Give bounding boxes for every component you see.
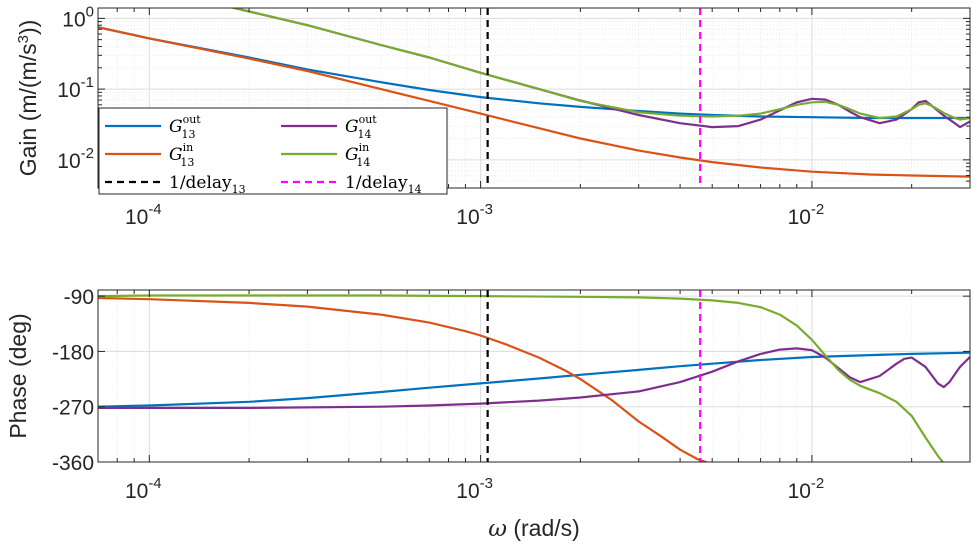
legend-label-G14_in: Gin 14 <box>345 141 370 169</box>
gain-y-label-text: Gain (m/(m/s <box>15 43 41 176</box>
legend-label-G13_in: Gin 13 <box>169 141 194 169</box>
phase-line-G13_in <box>98 296 710 462</box>
phase-line-G14_in <box>98 294 945 462</box>
gain-line-G13_out <box>98 26 970 120</box>
gain-xtick-label: 10-4 <box>125 201 162 229</box>
gain-xtick-label: 10-3 <box>456 201 493 229</box>
phase-ticks: 10-4 10-3 10-2 -90 -180 -270 -360 <box>52 286 971 503</box>
legend-label-delay14: 1/delay14 <box>345 173 422 196</box>
phase-x-label-units: (rad/s) <box>507 515 580 541</box>
legend: Gout 13 Gout 14 Gin 13 Gin 14 1/delay13 1/delay14 <box>98 107 448 196</box>
gain-y-label-sup: 3 <box>15 35 32 43</box>
gain-y-label-close: )) <box>15 20 41 35</box>
gain-axes-box <box>97 7 971 189</box>
phase-ytick-label: -90 <box>64 286 94 309</box>
phase-series <box>98 290 970 462</box>
gain-line-G14_in <box>229 8 970 121</box>
phase-panel: 10-4 10-3 10-2-90-180-270-360 Phase (deg) … <box>5 286 971 542</box>
phase-ytick-label: -180 <box>52 341 94 364</box>
phase-xtick-label: 10-2 <box>788 475 825 503</box>
phase-axes-box <box>97 289 971 463</box>
phase-x-label: ω (rad/s) <box>488 515 580 542</box>
phase-x-label-symbol: ω <box>488 516 507 542</box>
gain-series <box>98 8 970 188</box>
phase-ytick-label: -270 <box>52 397 94 420</box>
gain-xtick-label: 10-2 <box>788 201 825 229</box>
phase-xtick-label: 10-3 <box>456 475 493 503</box>
legend-label-delay13: 1/delay13 <box>169 173 246 196</box>
legend-label-G14_out: Gout 14 <box>345 113 377 141</box>
phase-line-G14_out <box>98 347 970 409</box>
gain-grid <box>97 8 971 189</box>
phase-xtick-label: 10-4 <box>125 475 162 503</box>
phase-plot-area <box>98 290 970 462</box>
phase-ytick-label: -360 <box>52 452 94 475</box>
gain-ytick-label: 10-2 <box>57 145 94 173</box>
phase-y-label: Phase (deg) <box>5 313 31 438</box>
gain-ticks: 10-4 10-3 10-2 10-2 10-1 100 <box>57 3 971 229</box>
gain-line-G13_in <box>98 26 970 178</box>
phase-line-G13_out <box>98 351 970 408</box>
gain-y-label: Gain (m/(m/s3)) <box>15 20 41 177</box>
legend-label-G13_out: Gout 13 <box>169 113 201 141</box>
legend-box <box>98 107 448 195</box>
gain-ytick-label: 10-1 <box>57 74 94 102</box>
gain-ytick-label: 100 <box>62 3 94 31</box>
